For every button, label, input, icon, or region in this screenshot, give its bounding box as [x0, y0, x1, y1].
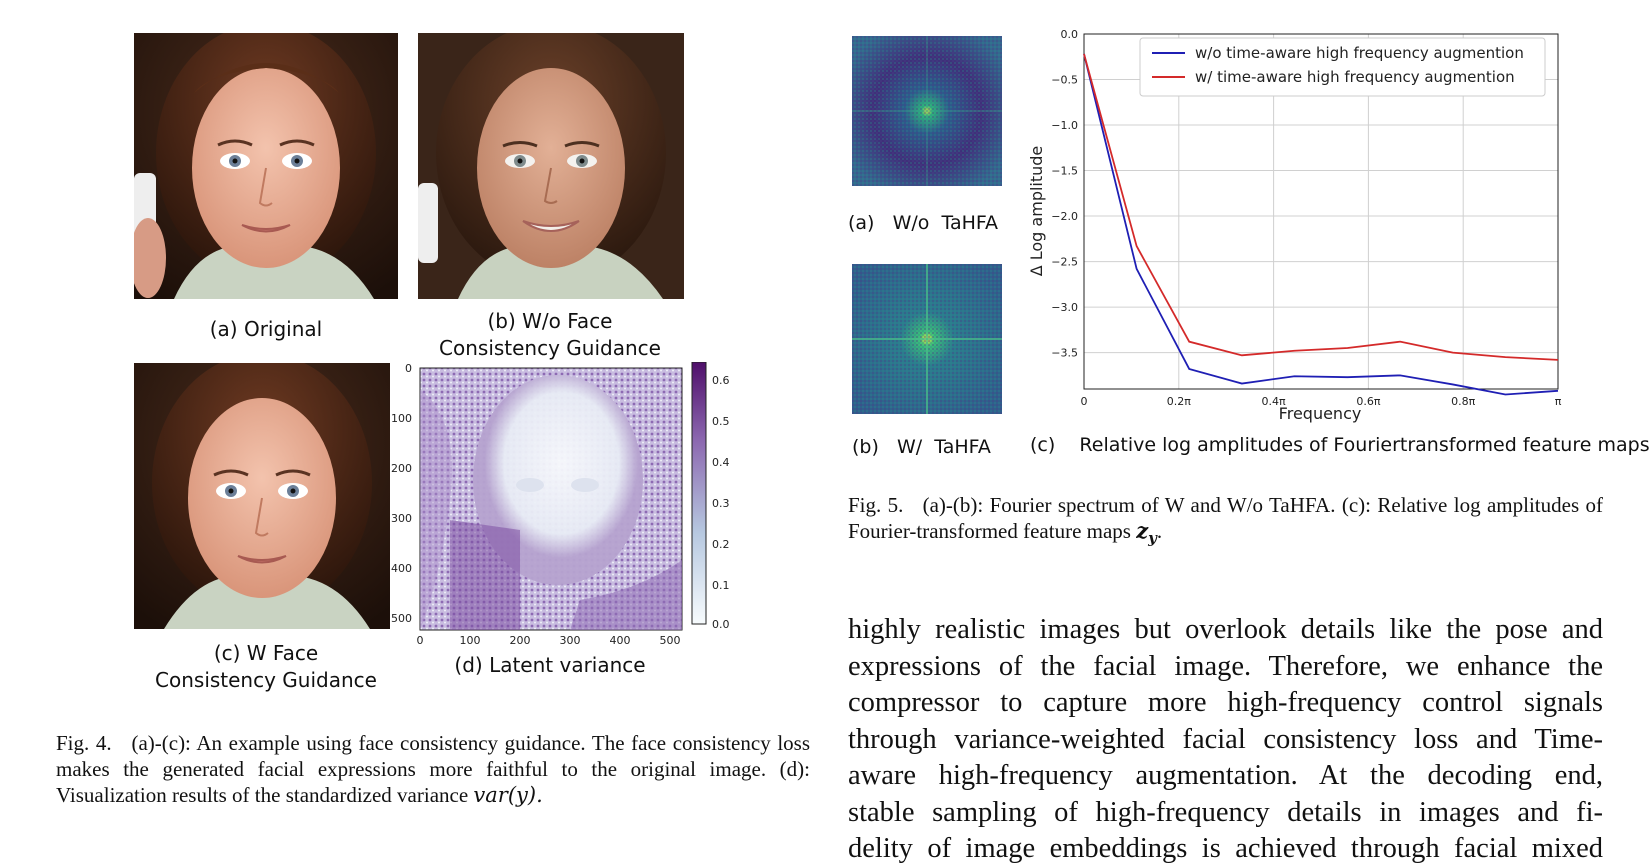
y-axis-label: Δ Log amplitude [1027, 146, 1046, 277]
photo-original [134, 33, 398, 299]
caption-a: (a) Original [184, 316, 348, 343]
body-line: highly realistic images but overlook det… [848, 612, 1603, 649]
body-paragraph: highly realistic images but overlook det… [848, 612, 1603, 868]
y-tick: 500 [391, 612, 412, 625]
x-tick-label: π [1555, 395, 1562, 408]
heatmap-x-ticks: 0 100 200 300 400 500 [417, 634, 681, 645]
plot-caption: (c) Relative log amplitudes of Fouriertr… [1030, 434, 1650, 456]
colorbar-tick: 0.5 [712, 415, 730, 428]
colorbar-tick: 0.1 [712, 579, 730, 592]
spectrum-b-caption: (b) W/ TaHFA [852, 436, 991, 458]
y-tick: 300 [391, 512, 412, 525]
heatmap-y-ticks: 0 100 200 300 400 500 [391, 362, 412, 625]
caption-d: (d) Latent variance [418, 652, 682, 679]
figure5-caption-math-sub: y [1148, 529, 1157, 547]
y-tick-label: −2.0 [1051, 210, 1078, 223]
y-tick: 400 [391, 562, 412, 575]
x-tick: 100 [460, 634, 481, 645]
y-tick: 100 [391, 412, 412, 425]
body-line: stable sampling of high-frequency detail… [848, 795, 1603, 832]
series-line-without-augmentation [1084, 54, 1558, 394]
x-tick-label: 0 [1081, 395, 1088, 408]
colorbar-tick: 0.0 [712, 618, 730, 631]
caption-c-line1: (c) W Face [134, 640, 398, 667]
x-tick-label: 0.8π [1451, 395, 1475, 408]
x-tick: 300 [560, 634, 581, 645]
figure4-caption-label: Fig. 4. [56, 731, 112, 755]
figure5-caption-math: z [1136, 518, 1148, 543]
body-line: aware high-frequency augmentation. At th… [848, 758, 1603, 795]
figure5-caption-end: . [1157, 519, 1162, 543]
chart-lines [1084, 54, 1558, 394]
photo-with-guidance [134, 363, 390, 629]
figure4-caption: Fig. 4. (a)-(c): An example using face c… [56, 730, 810, 808]
body-line: through variance-weighted facial consist… [848, 722, 1603, 759]
x-tick: 0 [417, 634, 424, 645]
legend-label: w/ time-aware high frequency augmention [1195, 68, 1515, 86]
y-tick: 0 [405, 362, 412, 375]
body-line: delity of image embeddings is achieved t… [848, 831, 1603, 868]
heatmap-colorbar: 0.6 0.5 0.4 0.3 0.2 0.1 0.0 [690, 362, 740, 632]
x-tick-label: 0.2π [1167, 395, 1191, 408]
colorbar-tick: 0.2 [712, 538, 730, 551]
figure4-caption-text: (a)-(c): An example using face consisten… [56, 731, 810, 807]
y-tick-label: −3.5 [1051, 347, 1078, 360]
figure5-caption: Fig. 5. (a)-(b): Fourier spectrum of W a… [848, 492, 1603, 551]
series-line-with-augmentation [1084, 54, 1558, 360]
y-tick-label: 0.0 [1061, 28, 1079, 41]
y-tick-label: −0.5 [1051, 74, 1078, 87]
figure5-caption-label: Fig. 5. [848, 493, 903, 517]
spectrum-a-caption: (a) W/o TaHFA [848, 212, 998, 234]
y-tick-label: −2.5 [1051, 256, 1078, 269]
x-tick: 200 [510, 634, 531, 645]
x-tick: 500 [660, 634, 681, 645]
colorbar-tick: 0.4 [712, 456, 730, 469]
y-tick-label: −1.0 [1051, 119, 1078, 132]
y-tick: 200 [391, 462, 412, 475]
y-tick-label: −3.0 [1051, 301, 1078, 314]
figure5-caption-text: (a)-(b): Fourier spectrum of W and W/o T… [848, 493, 1603, 543]
chart-y-ticks: 0.0 −0.5 −1.0 −1.5 −2.0 −2.5 −3.0 −3.5 [1051, 28, 1078, 360]
spectrum-without-tahfa [852, 36, 1002, 186]
body-line: compressor to capture more high-frequenc… [848, 685, 1603, 722]
colorbar-tick: 0.6 [712, 374, 730, 387]
latent-variance-heatmap: 0 100 200 300 400 500 0 100 200 300 400 … [380, 360, 740, 645]
photo-without-guidance [418, 33, 684, 299]
figure4-caption-math: var(y). [473, 783, 542, 807]
caption-b-line2: Consistency Guidance [418, 335, 682, 362]
x-tick: 400 [610, 634, 631, 645]
chart-legend: w/o time-aware high frequency augmention… [1140, 38, 1545, 96]
x-axis-label: Frequency [1279, 404, 1362, 423]
body-line: expressions of the facial image. Therefo… [848, 649, 1603, 686]
caption-b-line1: (b) W/o Face [418, 308, 682, 335]
spectrum-with-tahfa [852, 264, 1002, 414]
legend-label: w/o time-aware high frequency augmention [1195, 44, 1524, 62]
colorbar-tick: 0.3 [712, 497, 730, 510]
caption-c-line2: Consistency Guidance [134, 667, 398, 694]
y-tick-label: −1.5 [1051, 165, 1078, 178]
